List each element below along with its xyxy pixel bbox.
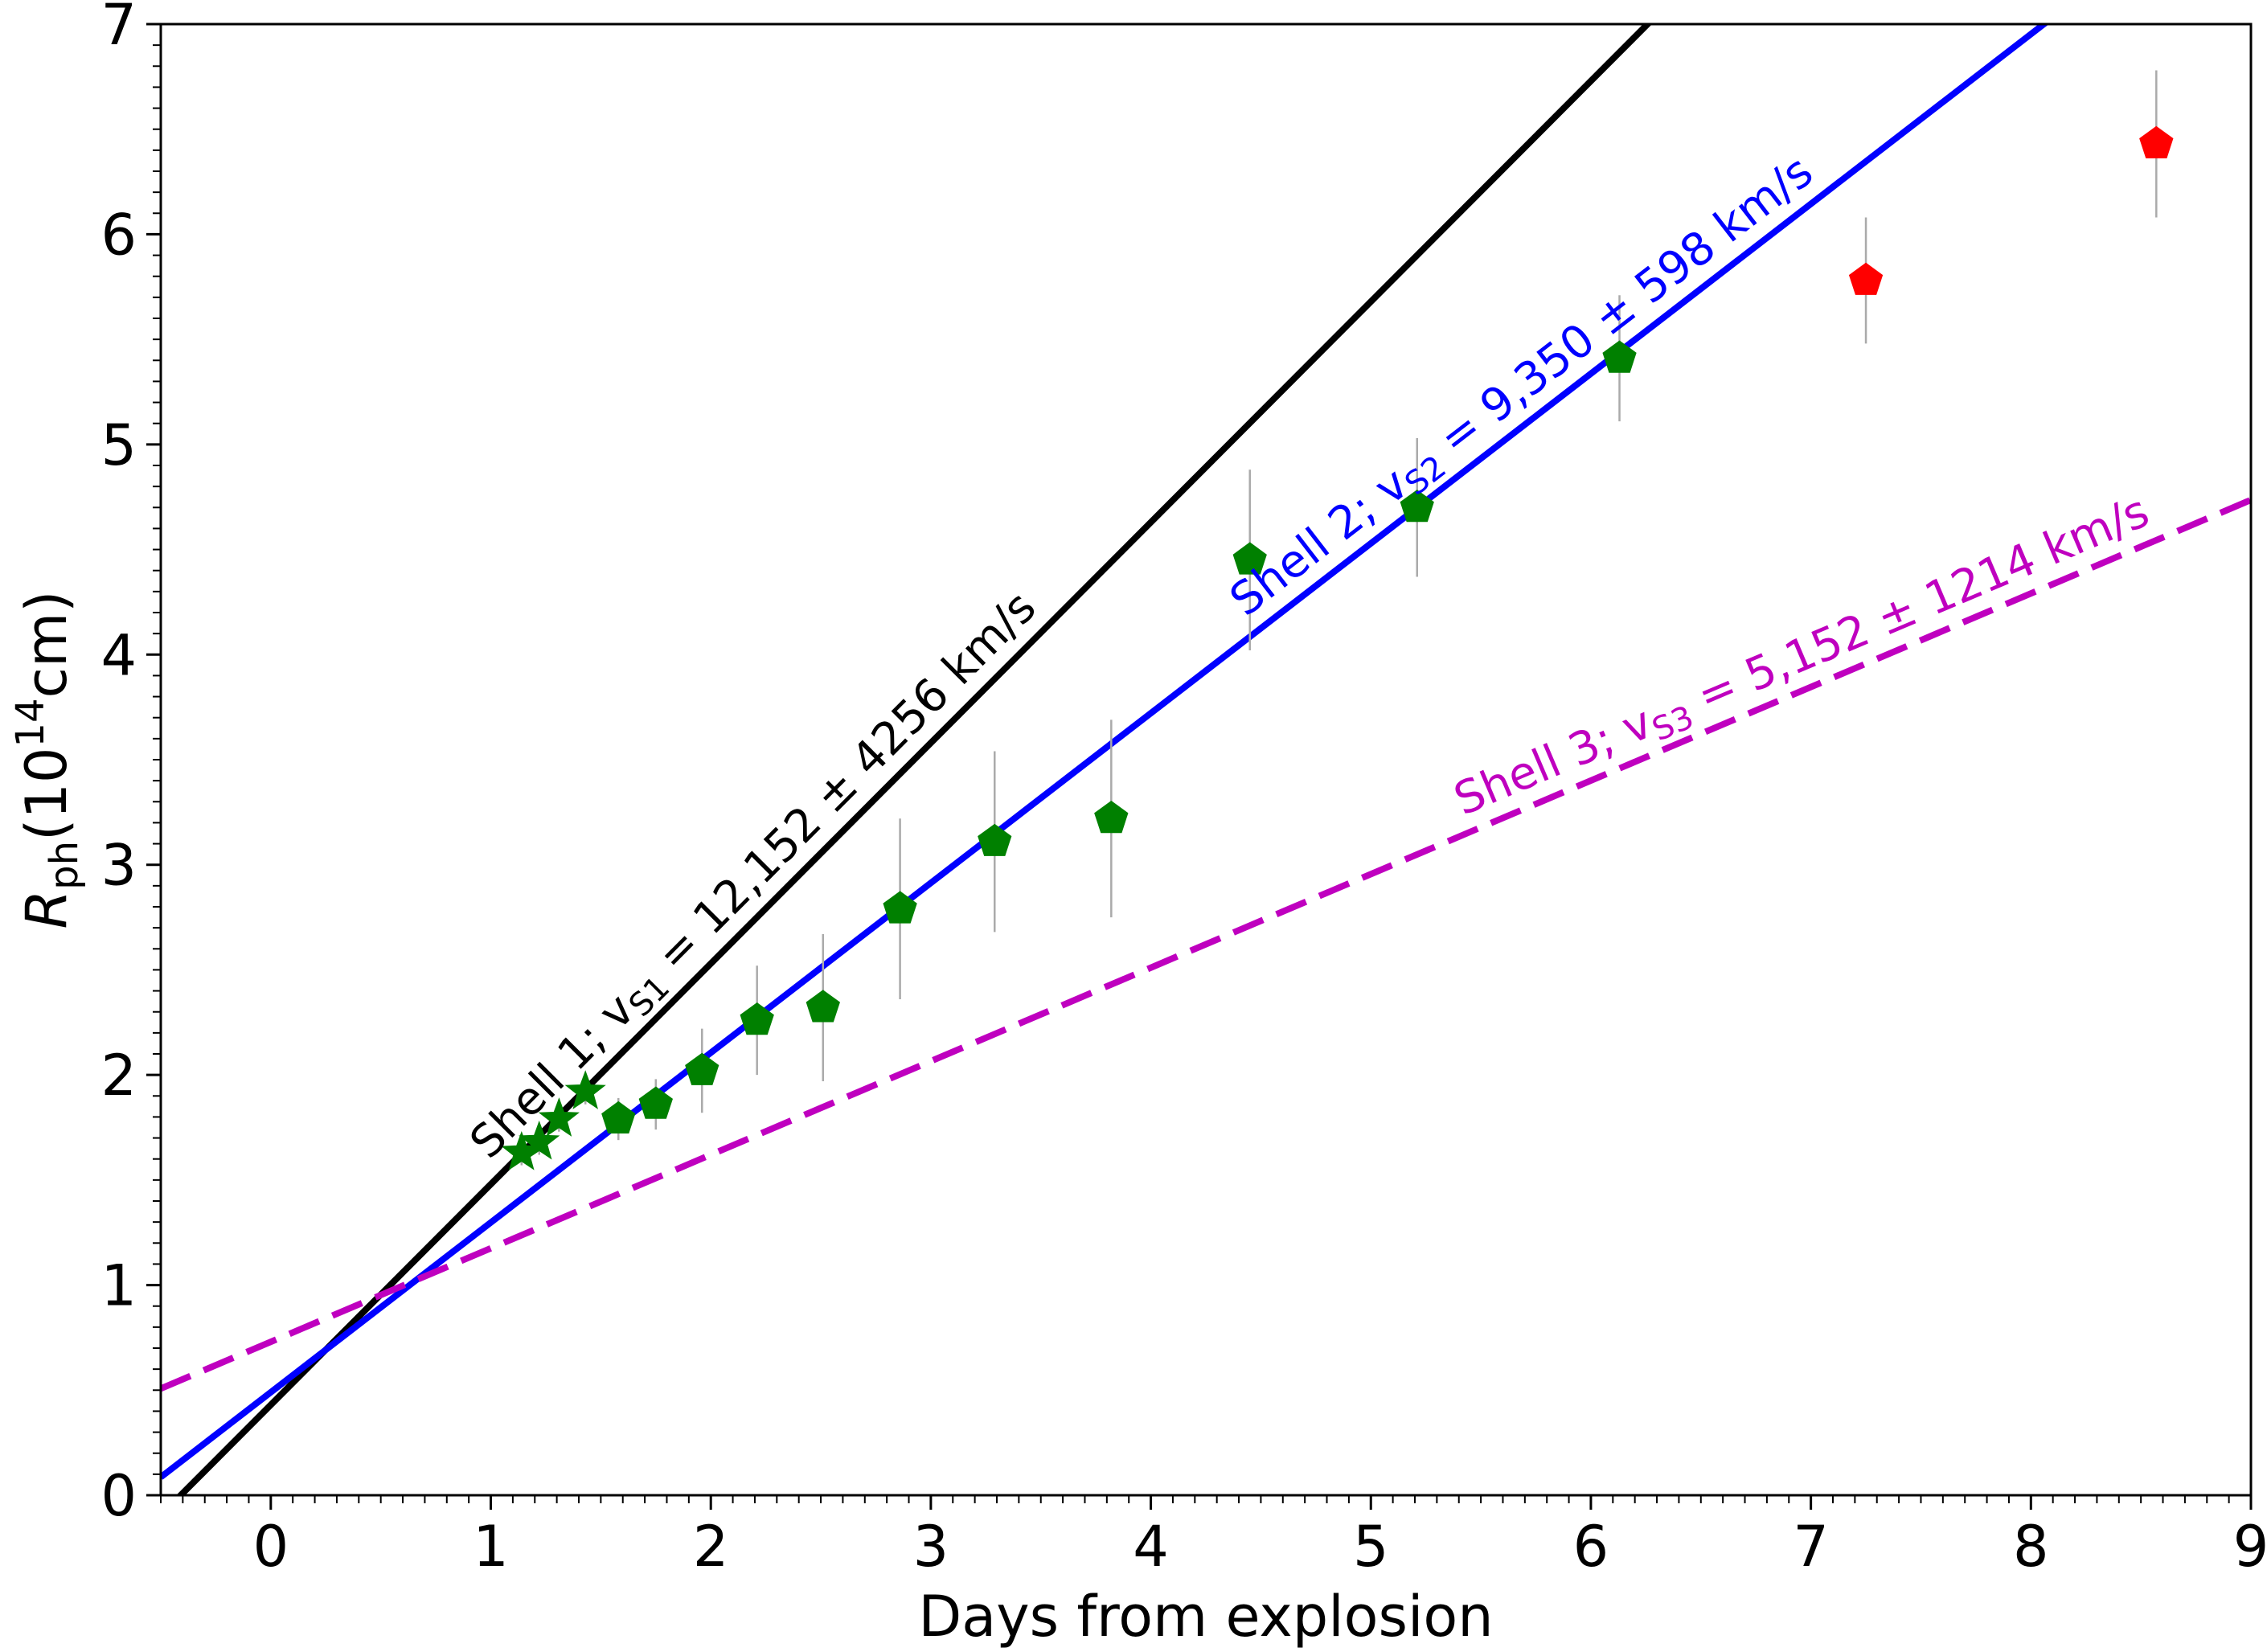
x-tick-label: 7 — [1793, 1514, 1829, 1580]
pentagon-marker — [740, 1002, 774, 1035]
pentagon-marker — [1400, 490, 1434, 523]
x-tick-label: 5 — [1353, 1514, 1389, 1580]
y-tick-label: 6 — [100, 202, 137, 268]
x-tick-label: 0 — [253, 1514, 289, 1580]
pentagon-marker — [978, 823, 1012, 856]
star-marker — [519, 1120, 560, 1160]
pentagon-marker — [638, 1086, 673, 1119]
star-marker — [538, 1097, 580, 1137]
pentagon-marker — [1848, 262, 1884, 295]
pentagon-marker — [1232, 542, 1267, 575]
pentagon-marker — [1602, 340, 1637, 373]
plot-area — [161, 24, 2251, 1495]
y-tick-label: 2 — [100, 1043, 137, 1109]
x-tick-label: 9 — [2233, 1514, 2267, 1580]
axis-ticks: 0 1 2 3 4 5 6 7 8 9 0 1 2 3 4 5 6 7 — [100, 0, 2267, 1580]
star-marker — [564, 1070, 606, 1109]
y-axis-title: Rph(1014cm) — [8, 591, 87, 929]
x-tick-label: 2 — [693, 1514, 729, 1580]
pentagon-marker — [601, 1101, 636, 1133]
plot-frame — [159, 23, 2253, 1497]
pentagon-marker — [685, 1052, 719, 1085]
x-tick-label: 4 — [1133, 1514, 1169, 1580]
fit-line-shell-1 — [176, 24, 1653, 1495]
x-tick-label: 6 — [1573, 1514, 1609, 1580]
x-tick-label: 3 — [913, 1514, 949, 1580]
pentagon-marker — [806, 990, 840, 1023]
fit-lines — [161, 24, 2251, 1495]
y-tick-label: 7 — [100, 0, 137, 58]
y-tick-label: 5 — [100, 412, 137, 478]
y-tick-label: 1 — [100, 1253, 137, 1319]
x-tick-label: 8 — [2013, 1514, 2049, 1580]
fit-line-shell-2 — [161, 24, 2049, 1480]
y-tick-label: 0 — [100, 1463, 137, 1529]
y-tick-label: 4 — [100, 622, 137, 688]
pentagon-marker — [1094, 800, 1129, 834]
x-axis-title: Days from explosion — [918, 1584, 1493, 1650]
data-markers — [501, 125, 2174, 1170]
fit-line-shell-3 — [161, 497, 2251, 1392]
y-tick-label: 3 — [100, 833, 137, 899]
pentagon-marker — [883, 891, 917, 924]
x-tick-label: 1 — [473, 1514, 509, 1580]
pentagon-marker — [2139, 125, 2174, 158]
